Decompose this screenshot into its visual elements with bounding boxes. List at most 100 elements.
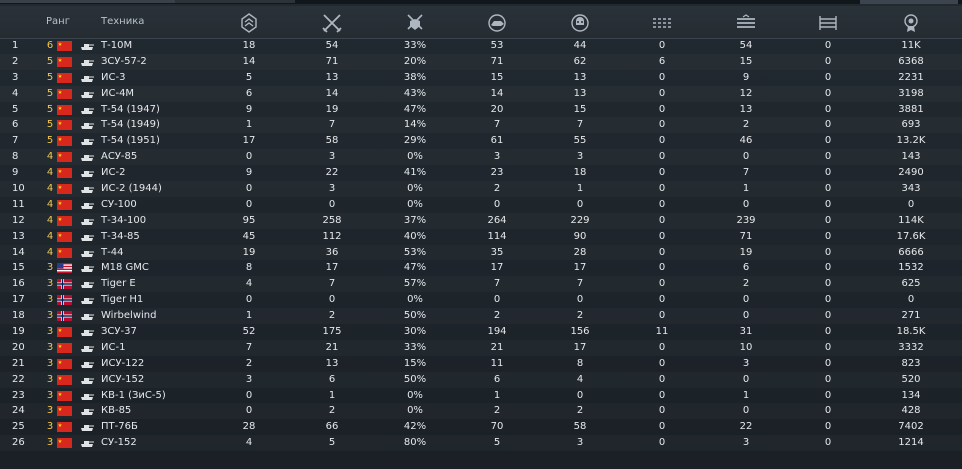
rank-value: 3 — [46, 341, 54, 353]
vehicle-name: ИС-2 (1944) — [101, 183, 162, 195]
bars-double-icon[interactable] — [733, 13, 759, 33]
table-row[interactable]: 21 3 ИСУ-122 2 13 15% 11 8 0 3 0 823 — [0, 356, 962, 372]
table-row[interactable]: 17 3 Tiger H1 0 0 0% 0 0 0 0 0 0 — [0, 292, 962, 308]
stat-value-4: 14 — [490, 87, 504, 99]
rank-header[interactable]: Ранг — [46, 16, 70, 27]
stat-value-6: 0 — [658, 341, 666, 353]
stat-value-2: 14 — [325, 87, 339, 99]
railway-icon[interactable] — [815, 13, 841, 33]
stat-value-5: 55 — [573, 135, 587, 147]
row-index: 11 — [12, 198, 25, 210]
table-row[interactable]: 26 3 СУ-152 4 5 80% 5 3 0 3 0 1214 — [0, 435, 962, 451]
table-row[interactable]: 15 3 M18 GMC 8 17 47% 17 17 0 6 0 1532 — [0, 260, 962, 276]
medal-icon[interactable] — [898, 13, 924, 33]
stat-value-5: 17 — [573, 262, 587, 274]
table-row[interactable]: 20 3 ИС-1 7 21 33% 21 17 0 10 0 3332 — [0, 340, 962, 356]
stat-value-8: 0 — [824, 373, 832, 385]
stat-value-9: 625 — [901, 278, 921, 290]
scroll-button[interactable] — [860, 0, 958, 4]
tank-silhouette-icon — [80, 137, 94, 146]
stat-value-3: 0% — [407, 405, 423, 417]
stat-value-8: 0 — [824, 71, 832, 83]
table-row[interactable]: 25 3 ПТ-76Б 28 66 42% 70 58 0 22 0 7402 — [0, 419, 962, 435]
stat-value-7: 1 — [742, 389, 750, 401]
rank-value: 3 — [46, 262, 54, 274]
tank-silhouette-icon — [80, 376, 94, 384]
tank-silhouette-icon — [80, 423, 94, 432]
stat-value-7: 10 — [739, 341, 753, 353]
stat-value-8: 0 — [824, 262, 832, 274]
stat-value-6: 0 — [658, 198, 666, 210]
stat-value-3: 50% — [403, 373, 427, 385]
vehicle-table-body: 1 6 Т-10М 18 54 33% 53 44 0 54 0 11K 2 5… — [0, 38, 962, 451]
vehicle-name: АСУ-85 — [101, 151, 138, 163]
sword-shield-icon[interactable] — [402, 13, 428, 33]
table-row[interactable]: 18 3 Wirbelwind 1 2 50% 2 2 0 0 0 271 — [0, 308, 962, 324]
dog-tank-icon[interactable] — [484, 13, 510, 33]
stat-value-8: 0 — [824, 326, 832, 338]
table-row[interactable]: 12 4 Т-34-100 95 258 37% 264 229 0 239 0… — [0, 213, 962, 229]
table-row[interactable]: 13 4 Т-34-85 45 112 40% 114 90 0 71 0 17… — [0, 229, 962, 245]
stat-value-8: 0 — [824, 230, 832, 242]
table-row[interactable]: 2 5 ЗСУ-57-2 14 71 20% 71 62 6 15 0 6368 — [0, 54, 962, 70]
stat-value-2: 175 — [322, 326, 342, 338]
table-row[interactable]: 8 4 АСУ-85 0 3 0% 3 3 0 0 0 143 — [0, 149, 962, 165]
stat-value-1: 1 — [245, 119, 253, 131]
stat-value-9: 2490 — [898, 167, 924, 179]
stat-value-3: 0% — [407, 183, 423, 195]
table-row[interactable]: 11 4 СУ-100 0 0 0% 0 0 0 0 0 0 — [0, 197, 962, 213]
vehicle-header[interactable]: Техника — [101, 16, 145, 27]
bars-icon[interactable] — [649, 13, 675, 33]
china-flag-icon — [57, 374, 72, 385]
table-row[interactable]: 23 3 КВ-1 (ЗиС-5) 0 1 0% 1 0 0 1 0 134 — [0, 388, 962, 404]
china-flag-icon — [57, 247, 72, 258]
stat-value-9: 1214 — [898, 437, 924, 449]
table-row[interactable]: 5 5 Т-54 (1947) 9 19 47% 20 15 0 13 0 38… — [0, 102, 962, 118]
stat-value-9: 13.2K — [896, 135, 926, 147]
stat-value-7: 3 — [742, 437, 750, 449]
table-row[interactable]: 3 5 ИС-3 5 13 38% 15 13 0 9 0 2231 — [0, 70, 962, 86]
stat-value-1: 7 — [245, 341, 253, 353]
crossed-swords-icon[interactable] — [319, 13, 345, 33]
tab-indicator[interactable] — [0, 0, 175, 3]
table-row[interactable]: 22 3 ИСУ-152 3 6 50% 6 4 0 0 0 520 — [0, 372, 962, 388]
table-row[interactable]: 10 4 ИС-2 (1944) 0 3 0% 2 1 0 1 0 343 — [0, 181, 962, 197]
stat-value-9: 114K — [898, 214, 924, 226]
table-row[interactable]: 19 3 ЗСУ-37 52 175 30% 194 156 11 31 0 1… — [0, 324, 962, 340]
skull-icon[interactable] — [567, 13, 593, 33]
rank-value: 4 — [46, 198, 54, 210]
row-index: 20 — [12, 341, 25, 353]
table-row[interactable]: 9 4 ИС-2 9 22 41% 23 18 0 7 0 2490 — [0, 165, 962, 181]
stat-value-6: 0 — [658, 389, 666, 401]
stat-value-4: 0 — [493, 198, 501, 210]
table-row[interactable]: 6 5 Т-54 (1949) 1 7 14% 7 7 0 2 0 693 — [0, 117, 962, 133]
table-row[interactable]: 1 6 Т-10М 18 54 33% 53 44 0 54 0 11K — [0, 38, 962, 54]
table-row[interactable]: 4 5 ИС-4М 6 14 43% 14 13 0 12 0 3198 — [0, 86, 962, 102]
tab-indicator-secondary[interactable] — [175, 0, 295, 3]
stat-value-4: 23 — [490, 167, 504, 179]
stat-value-7: 13 — [739, 103, 753, 115]
stat-value-1: 9 — [245, 103, 253, 115]
stat-value-2: 71 — [325, 55, 339, 67]
table-row[interactable]: 16 3 Tiger E 4 7 57% 7 7 0 2 0 625 — [0, 276, 962, 292]
table-row[interactable]: 7 5 Т-54 (1951) 17 58 29% 61 55 0 46 0 1… — [0, 133, 962, 149]
rank-value: 3 — [46, 373, 54, 385]
china-flag-icon — [57, 104, 72, 115]
stat-value-1: 0 — [245, 183, 253, 195]
table-row[interactable]: 24 3 КВ-85 0 2 0% 2 2 0 0 0 428 — [0, 403, 962, 419]
stat-value-9: 3332 — [898, 341, 924, 353]
table-row[interactable]: 14 4 Т-44 19 36 53% 35 28 0 19 0 6666 — [0, 245, 962, 261]
stat-value-2: 19 — [325, 103, 339, 115]
stat-value-1: 6 — [245, 87, 253, 99]
tank-silhouette-icon — [80, 280, 94, 289]
stat-value-4: 7 — [493, 278, 501, 290]
stat-value-7: 2 — [742, 278, 750, 290]
rank-chevrons-icon[interactable] — [236, 13, 262, 33]
stat-value-4: 194 — [487, 326, 507, 338]
vehicle-name: Т-10М — [101, 40, 133, 51]
rank-value: 3 — [46, 278, 54, 290]
stat-value-3: 41% — [403, 167, 427, 179]
stat-value-8: 0 — [824, 183, 832, 195]
stat-value-8: 0 — [824, 103, 832, 115]
stat-value-5: 8 — [576, 357, 584, 369]
